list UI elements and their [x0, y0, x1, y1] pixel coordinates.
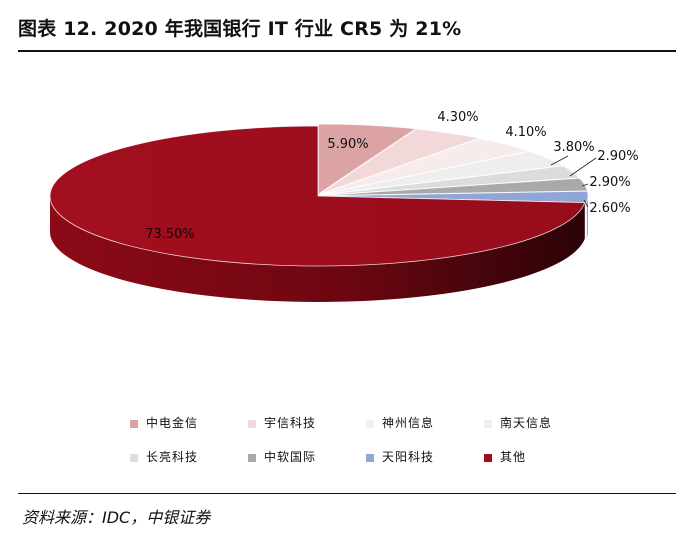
pie-slice-3: [319, 150, 565, 196]
legend-swatch-5: [248, 453, 256, 462]
data-labels: 5.90%4.30%4.10%3.80%2.90%2.90%2.60%73.50…: [145, 110, 638, 242]
data-label-1: 4.30%: [437, 110, 478, 125]
source-divider: [18, 493, 676, 494]
legend-label-4: 长亮科技: [146, 450, 199, 464]
legend-swatch-1: [248, 419, 256, 428]
chart-title: 图表 12. 2020 年我国银行 IT 行业 CR5 为 21%: [18, 18, 462, 40]
legend-swatch-4: [130, 453, 138, 462]
pie-side-7: [50, 196, 585, 303]
leader-line-6: [583, 199, 589, 208]
legend-label-0: 中电金信: [146, 416, 199, 430]
source-note: 资料来源：IDC，中银证券: [22, 508, 211, 527]
legend-swatch-0: [130, 419, 138, 428]
data-label-2: 4.10%: [505, 125, 546, 140]
legend-item-5: 中软国际: [248, 448, 316, 465]
pie-slice-6: [319, 190, 589, 204]
data-label-6: 2.60%: [589, 201, 630, 216]
legend-item-2: 神州信息: [366, 414, 434, 431]
legend-swatch-6: [366, 453, 374, 462]
leader-line-4: [569, 157, 597, 177]
data-label-4: 2.90%: [597, 149, 638, 164]
label-leaders: [550, 155, 597, 208]
legend-item-0: 中电金信: [130, 414, 198, 431]
legend-swatch-3: [484, 419, 492, 428]
data-label-5: 2.90%: [589, 175, 630, 190]
legend-label-1: 宇信科技: [264, 416, 317, 430]
pie-slice-7: [49, 125, 586, 267]
legend-item-6: 天阳科技: [366, 448, 434, 465]
legend-label-5: 中软国际: [264, 450, 317, 464]
pie-slice-0: [317, 123, 417, 195]
legend-label-7: 其他: [500, 450, 527, 464]
legend-label-3: 南天信息: [500, 416, 553, 430]
pie-tops: [49, 123, 589, 267]
legend-item-1: 宇信科技: [248, 414, 316, 431]
pie-chart: 5.90%4.30%4.10%3.80%2.90%2.90%2.60%73.50…: [49, 110, 639, 303]
leader-line-3: [550, 155, 569, 166]
data-label-7: 73.50%: [145, 227, 195, 242]
legend-swatch-2: [366, 419, 374, 428]
legend-swatch-7: [484, 453, 492, 462]
legend-item-4: 长亮科技: [130, 448, 198, 465]
legend-item-3: 南天信息: [484, 414, 552, 431]
data-label-3: 3.80%: [553, 140, 594, 155]
pie-slice-1: [318, 128, 481, 195]
legend-label-6: 天阳科技: [382, 450, 435, 464]
title-divider: [18, 50, 676, 52]
legend-item-7: 其他: [484, 448, 526, 465]
legend-label-2: 神州信息: [382, 416, 435, 430]
data-label-0: 5.90%: [327, 137, 368, 152]
leader-line-5: [581, 183, 589, 187]
pie-slice-2: [319, 138, 531, 195]
